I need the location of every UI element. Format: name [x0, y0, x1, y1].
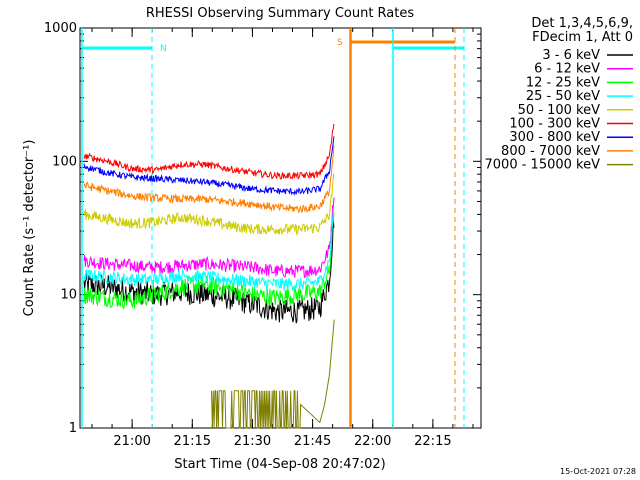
series-line [211, 319, 335, 429]
legend-label: 12 - 25 keV [526, 75, 600, 90]
footer-date: 15-Oct-2021 07:28 [560, 467, 636, 476]
x-tick-label: 21:00 [113, 434, 150, 449]
legend-label: 100 - 300 keV [509, 117, 600, 132]
x-ticks: 21:00 21:15 21:30 21:45 22:00 22:15 [91, 28, 474, 449]
series-line [83, 212, 335, 310]
series-line [83, 173, 335, 236]
legend-label: 50 - 100 keV [518, 103, 601, 118]
legend-label: 7000 - 15000 keV [485, 158, 601, 173]
x-tick-label: 21:45 [294, 434, 331, 449]
legend: Det 1,3,4,5,6,9, FDecim 1, Att 0 3 - 6 k… [485, 16, 633, 173]
chart-title: RHESSI Observing Summary Count Rates [146, 6, 415, 21]
series-line [83, 219, 335, 324]
y-tick-label: 10 [60, 288, 77, 303]
series-line [83, 207, 335, 292]
legend-label: 800 - 7000 keV [501, 144, 600, 159]
legend-label: 25 - 50 keV [526, 89, 600, 104]
legend-header-line-1: Det 1,3,4,5,6,9, [531, 16, 633, 31]
y-tick-label: 1 [69, 421, 77, 436]
y-axis-label: Count Rate (s⁻¹ detector⁻¹) [22, 140, 37, 317]
x-tick-label: 21:15 [174, 434, 211, 449]
y-tick-label: 100 [52, 154, 77, 169]
x-tick-label: 22:00 [354, 434, 391, 449]
series-line [83, 145, 335, 215]
series-line [83, 123, 335, 180]
y-tick-label: 1000 [44, 21, 77, 36]
series-line [83, 136, 335, 197]
status-bars: NS [81, 28, 465, 428]
legend-label: 300 - 800 keV [509, 130, 600, 145]
y-ticks: 1 10 100 1000 [44, 21, 481, 436]
marker-label-s: S [337, 38, 343, 48]
x-axis-label: Start Time (04-Sep-08 20:47:02) [174, 457, 385, 472]
marker-label-n: N [160, 44, 167, 54]
plot-area: 1 10 100 1000 21:00 21:15 21:30 21:45 22:00 22:1… [44, 21, 482, 449]
legend-header-line-2: FDecim 1, Att 0 [532, 30, 633, 45]
legend-label: 3 - 6 keV [542, 48, 600, 63]
x-tick-label: 22:15 [414, 434, 451, 449]
x-tick-label: 21:30 [234, 434, 271, 449]
series-line [83, 197, 335, 278]
legend-label: 6 - 12 keV [534, 62, 600, 77]
series-lines [83, 123, 335, 429]
